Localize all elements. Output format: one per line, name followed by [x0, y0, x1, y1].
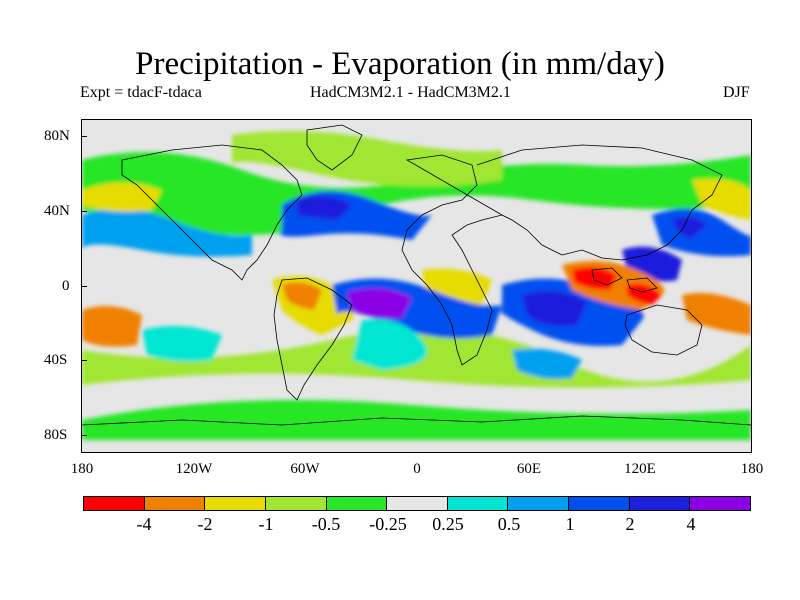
y-tick-mark [81, 136, 87, 137]
colorbar-segment [144, 497, 206, 510]
colorbar-label: 4 [686, 514, 696, 534]
colorbar-segment [629, 497, 691, 510]
y-tick-label: 40N [44, 203, 70, 219]
colorbar-segment [447, 497, 509, 510]
x-tick-label: 120W [175, 461, 213, 477]
x-tick-label: 120E [624, 461, 656, 477]
colorbar-segment [84, 497, 145, 510]
colorbar-segment [508, 497, 570, 510]
colorbar-segment [205, 497, 266, 510]
x-tick-label: 180 [740, 461, 764, 477]
colorbar-label: -1 [258, 514, 274, 534]
colorbar [83, 496, 751, 511]
colorbar-label: -2 [197, 514, 213, 534]
colorbar-segment [569, 497, 630, 510]
colorbar-segment [387, 497, 448, 510]
experiment-label: Expt = tdacF-tdaca [80, 84, 202, 101]
colorbar-label: 2 [625, 514, 635, 534]
chart-title: Precipitation - Evaporation (in mm/day) [135, 46, 665, 82]
season-label: DJF [723, 84, 750, 101]
y-tick-mark [81, 435, 87, 436]
x-tick-label: 0 [413, 461, 421, 477]
y-tick-label: 80N [44, 128, 70, 144]
x-tick-label: 180 [70, 461, 94, 477]
y-tick-label: 0 [62, 278, 70, 294]
x-tick-label: 60E [516, 461, 542, 477]
colorbar-segment [326, 497, 388, 510]
y-tick-mark [81, 360, 87, 361]
y-tick-label: 80S [44, 427, 68, 443]
world-map [81, 119, 752, 453]
colorbar-label: 1 [565, 514, 575, 534]
model-comparison-label: HadCM3M2.1 - HadCM3M2.1 [310, 84, 511, 101]
colorbar-label: -0.5 [311, 514, 341, 534]
colorbar-label: -0.25 [369, 514, 407, 534]
coastlines [82, 124, 751, 426]
y-tick-label: 40S [44, 352, 68, 368]
colorbar-segment [265, 497, 327, 510]
y-tick-mark [81, 286, 87, 287]
map-svg [82, 124, 751, 440]
colorbar-segment [690, 497, 751, 510]
colorbar-label: 0.25 [432, 514, 464, 534]
x-tick-label: 60W [290, 461, 320, 477]
y-tick-mark [81, 211, 87, 212]
colorbar-label: -4 [136, 514, 152, 534]
colorbar-label: 0.5 [497, 514, 521, 534]
